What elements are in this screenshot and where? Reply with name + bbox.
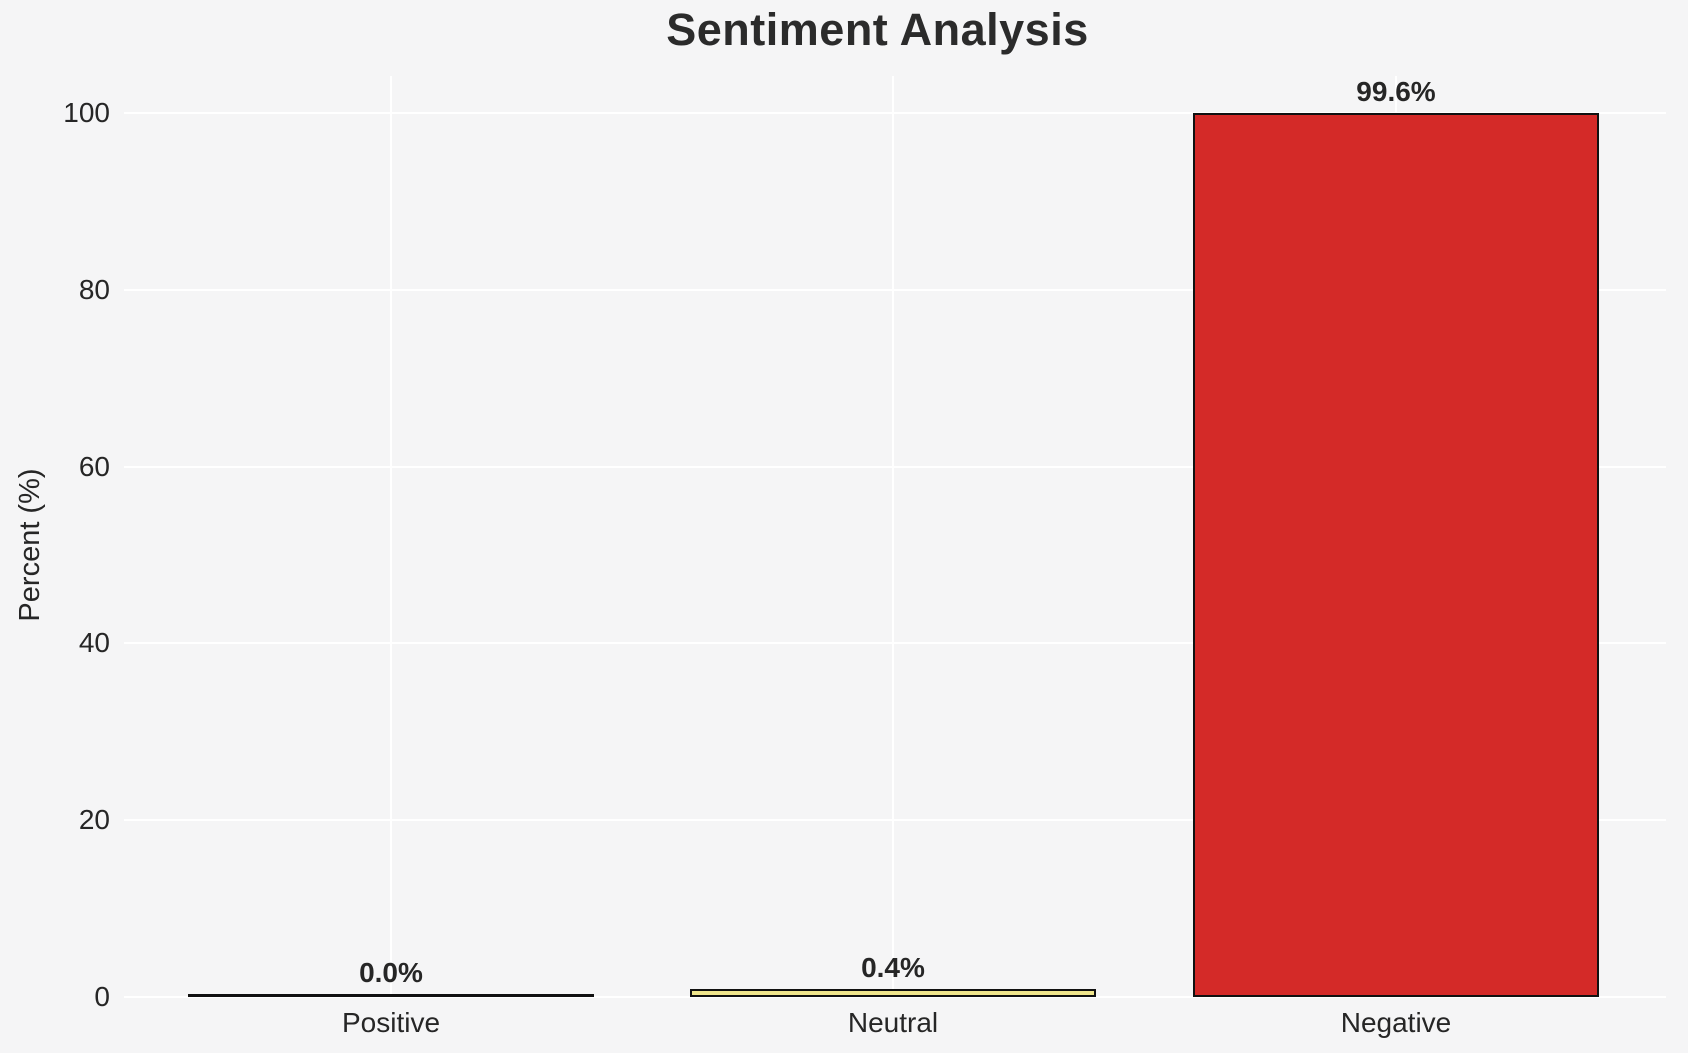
y-tick-label-60: 60 [78, 450, 110, 482]
y-tick-label-40: 40 [78, 627, 110, 659]
gridline-h-60 [124, 465, 1666, 468]
x-tick-label-neutral: Neutral [847, 1007, 939, 1038]
bar-negative [1193, 112, 1599, 997]
chart-title: Sentiment Analysis [666, 4, 1089, 55]
y-tick-label-80: 80 [78, 273, 110, 305]
gridline-h-40 [124, 642, 1666, 645]
x-tick-label-negative: Negative [1340, 1007, 1452, 1038]
bar-value-label-neutral: 0.4% [861, 952, 925, 984]
bar-value-label-positive: 0.0% [359, 957, 423, 988]
gridline-v-neutral [892, 76, 894, 997]
gridline-h-20 [124, 819, 1666, 822]
y-tick-label-20: 20 [78, 804, 110, 836]
y-tick-label-0: 0 [94, 981, 110, 1012]
gridline-h-100 [124, 112, 1666, 114]
bar-positive [188, 994, 594, 997]
bar-value-label-negative: 99.6% [1356, 75, 1436, 107]
gridline-v-positive [390, 76, 392, 997]
x-tick-label-positive: Positive [341, 1007, 441, 1038]
y-tick-label-100: 100 [63, 97, 110, 128]
bar-neutral [690, 989, 1096, 997]
gridline-h-80 [124, 288, 1666, 291]
gridline-h-0 [124, 996, 1666, 998]
